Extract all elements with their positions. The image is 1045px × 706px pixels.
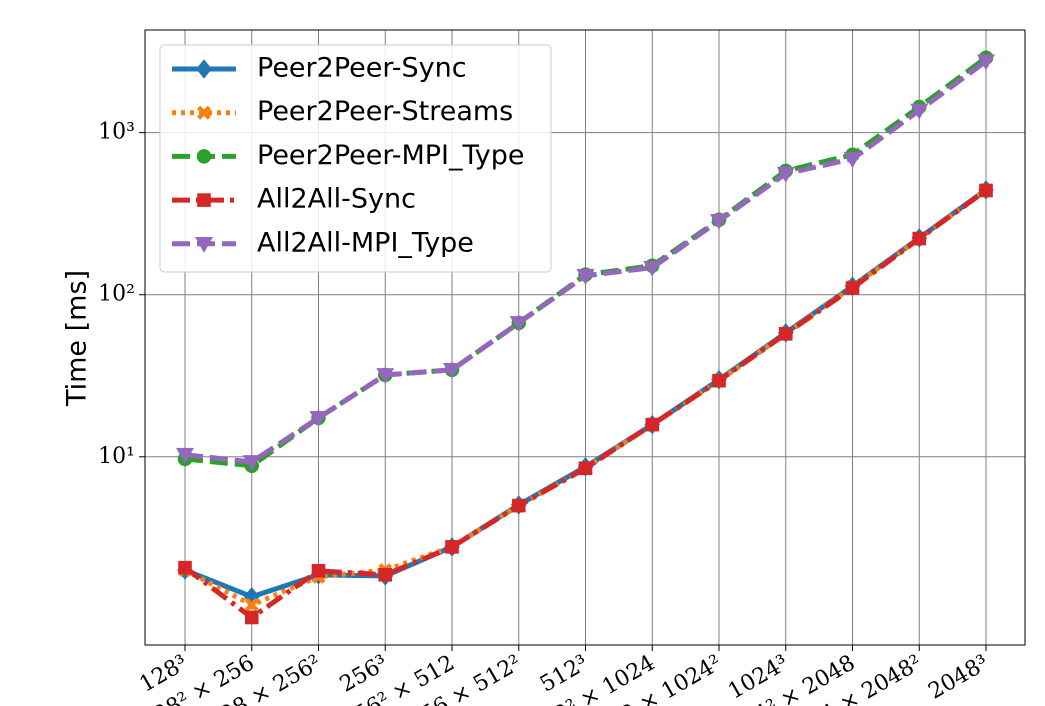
marker bbox=[643, 260, 662, 277]
marker bbox=[843, 152, 862, 169]
marker bbox=[776, 166, 795, 183]
marker bbox=[242, 455, 261, 472]
legend: Peer2Peer-Sync Peer2Peer-Streams Peer2Peer… bbox=[159, 44, 552, 273]
plot-frame bbox=[144, 29, 1026, 646]
marker bbox=[910, 103, 929, 120]
legend-label: Peer2Peer-MPI_Type bbox=[257, 140, 525, 171]
legend-label: Peer2Peer-Sync bbox=[257, 53, 467, 84]
marker bbox=[576, 268, 595, 285]
marker bbox=[509, 316, 528, 333]
marker bbox=[778, 327, 793, 341]
marker bbox=[309, 411, 328, 427]
marker bbox=[176, 447, 194, 464]
marker bbox=[443, 363, 461, 379]
legend-label: All2All-Sync bbox=[257, 184, 416, 215]
marker bbox=[311, 564, 326, 578]
y-axis-label: Time [ms] bbox=[62, 270, 93, 407]
marker bbox=[178, 560, 192, 575]
marker bbox=[197, 193, 211, 207]
marker bbox=[196, 149, 212, 164]
marker bbox=[195, 237, 213, 253]
marker bbox=[578, 461, 593, 476]
x-tick-label: 2048³ bbox=[924, 651, 993, 705]
marker bbox=[445, 540, 459, 554]
marker bbox=[196, 59, 212, 79]
marker bbox=[845, 281, 860, 295]
y-tick-label: 10³ bbox=[98, 120, 135, 145]
marker bbox=[645, 417, 660, 432]
marker bbox=[197, 105, 211, 120]
marker bbox=[977, 54, 995, 71]
marker bbox=[378, 568, 393, 582]
marker bbox=[244, 597, 259, 612]
marker bbox=[979, 183, 993, 198]
marker bbox=[712, 373, 726, 388]
marker bbox=[912, 231, 927, 246]
legend-label: Peer2Peer-Streams bbox=[257, 96, 513, 127]
y-tick-label: 10¹ bbox=[98, 444, 135, 469]
marker bbox=[511, 498, 526, 513]
legend-label: All2All-MPI_Type bbox=[257, 227, 474, 258]
y-tick-label: 10² bbox=[98, 282, 135, 307]
marker bbox=[376, 368, 395, 385]
marker bbox=[710, 213, 728, 230]
legend-box bbox=[159, 44, 552, 273]
marker bbox=[244, 610, 259, 625]
